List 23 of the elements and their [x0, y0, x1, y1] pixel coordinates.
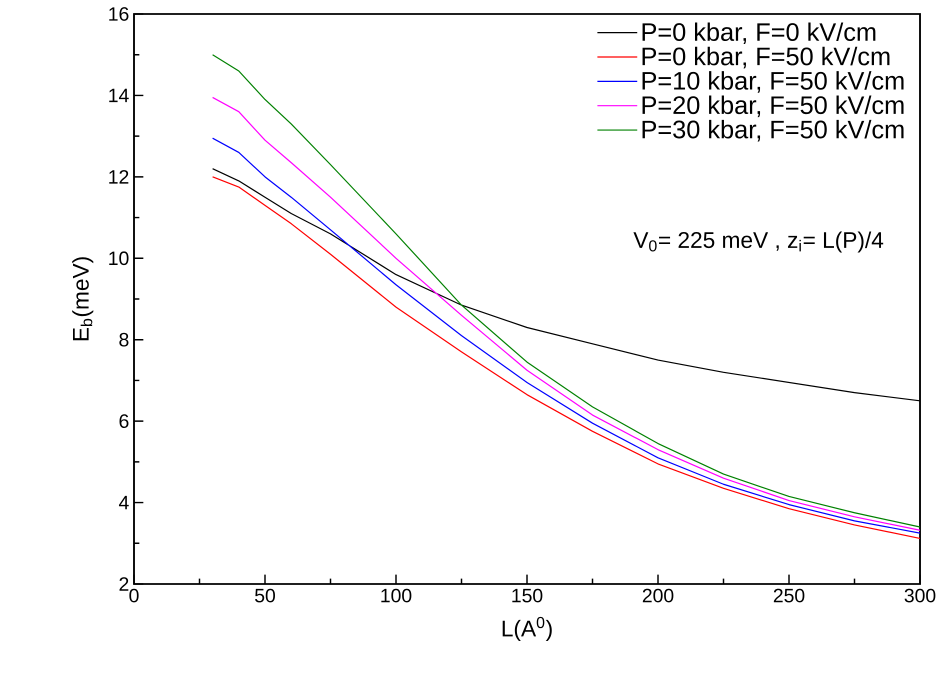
legend-label: P=30 kbar, F=50 kV/cm: [642, 120, 904, 142]
x-tick-label: 250: [774, 588, 804, 602]
x-tick-label: 50: [255, 588, 275, 602]
legend-label: P=20 kbar, F=50 kV/cm: [642, 96, 904, 118]
y-tick-label: 14: [109, 88, 129, 102]
y-tick-label: 10: [109, 251, 129, 266]
annotation: V$_{0}$= 225 meV , z$_{i}$= L(P)/4: [633, 231, 884, 253]
y-tick-label: 12: [109, 170, 128, 184]
legend-label: P=0 kbar, F=50 kV/cm: [642, 46, 890, 68]
x-axis-title: L(A$^{0}$): [502, 616, 552, 642]
legend-label: P=0 kbar, F=0 kV/cm: [642, 22, 876, 44]
y-tick-label: 2: [120, 577, 128, 591]
y-tick-label: 16: [109, 7, 128, 21]
x-tick-label: 300: [904, 588, 936, 602]
x-tick-label: 100: [381, 588, 412, 602]
y-tick-label: 8: [119, 332, 128, 347]
y-tick-label: 6: [120, 414, 128, 428]
y-axis-title: E$_{b}$(meV): [72, 257, 94, 340]
x-tick-label: 200: [642, 588, 674, 602]
y-tick-label: 4: [118, 496, 129, 510]
legend-label: P=10 kbar, F=50 kV/cm: [642, 71, 904, 93]
x-tick-label: 0: [129, 588, 139, 602]
x-tick-label: 150: [512, 588, 542, 602]
